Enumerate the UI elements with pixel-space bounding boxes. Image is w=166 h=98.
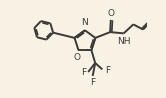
Text: N: N xyxy=(82,18,88,27)
Text: O: O xyxy=(74,53,81,62)
Text: F: F xyxy=(81,68,86,77)
Text: F: F xyxy=(105,66,110,75)
Text: O: O xyxy=(108,9,115,18)
Text: F: F xyxy=(90,78,95,87)
Text: NH: NH xyxy=(117,37,131,46)
